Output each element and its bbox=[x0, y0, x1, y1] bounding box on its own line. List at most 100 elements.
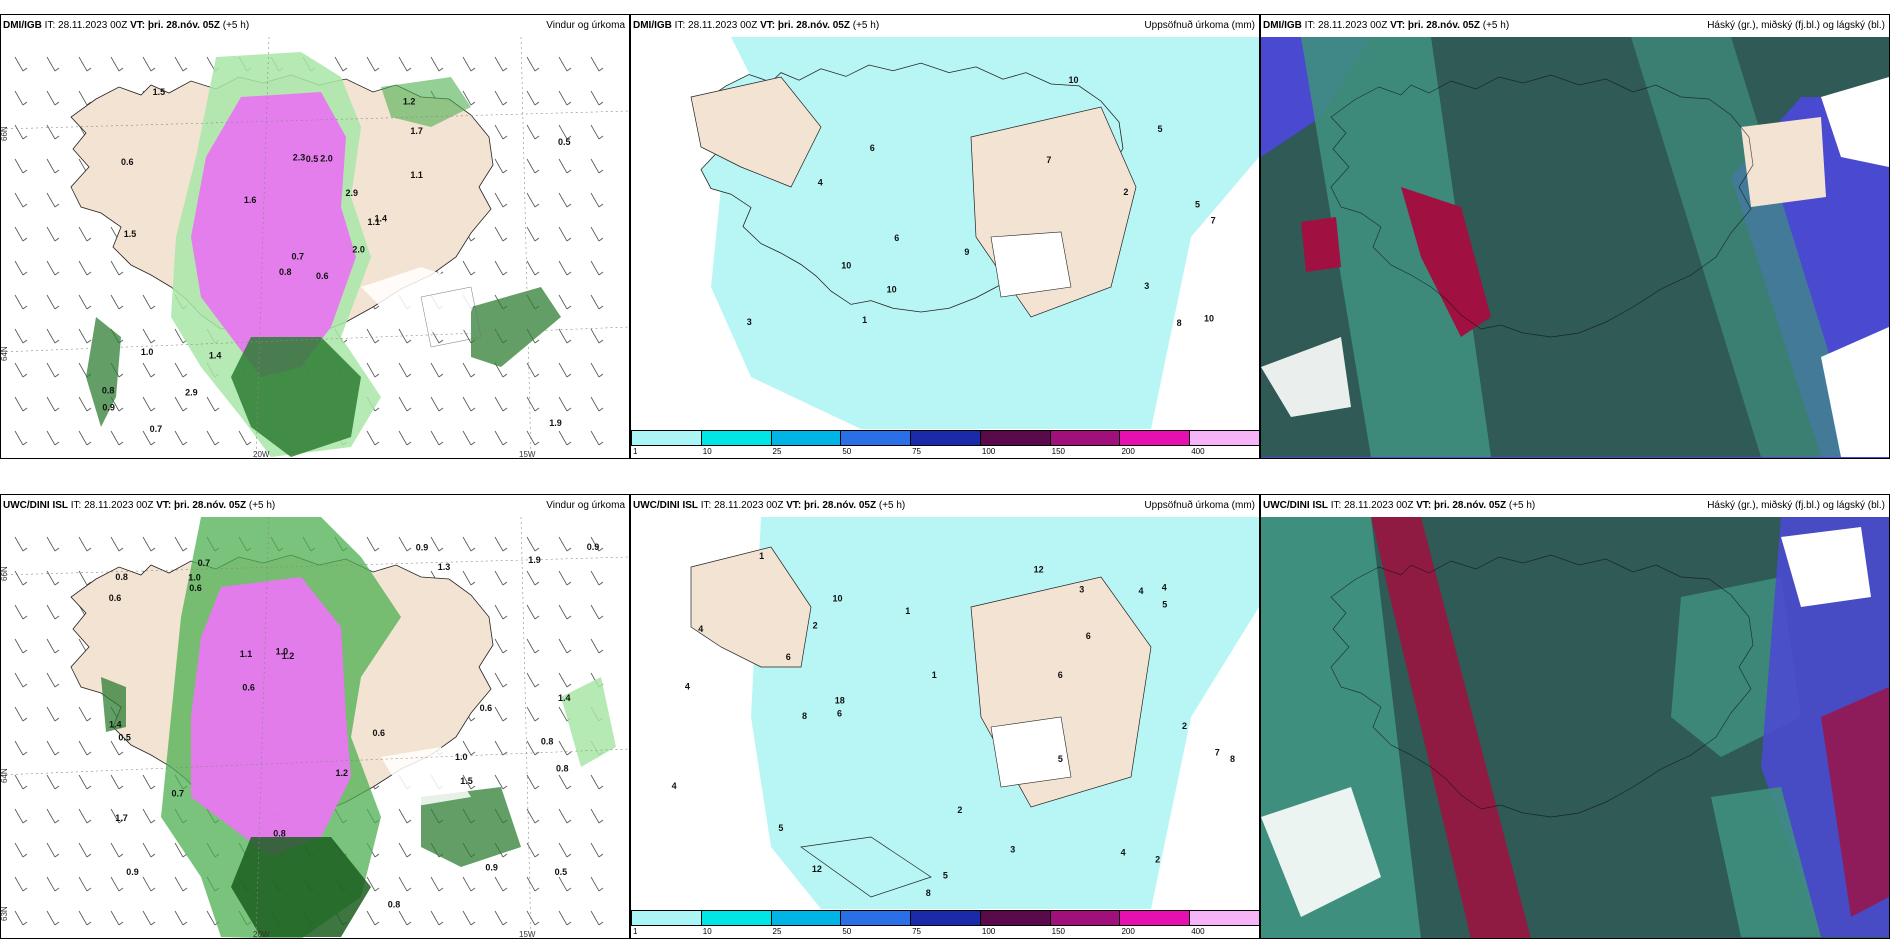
wind-barb bbox=[366, 430, 380, 446]
map-area[interactable]: 0.6 0.6 0.7 0.8 1.1 1.4 1.2 2.0 1.7 2.0 1.5 1.9 1.5 0… bbox=[1, 37, 629, 458]
panel-title: Vindur og úrkoma bbox=[546, 500, 625, 511]
wind-barb bbox=[590, 570, 604, 586]
panel-dmi-wind-precip: DMI/IGB IT: 28.11.2023 00Z VT: þri. 28.n… bbox=[0, 14, 630, 459]
wind-barb bbox=[430, 396, 444, 412]
wind-barb bbox=[430, 362, 444, 378]
lat-label-64: 64N bbox=[1, 346, 9, 361]
wind-barb bbox=[398, 362, 412, 378]
value-label: 1.4 bbox=[209, 350, 222, 360]
colorbar-tick: 10 bbox=[702, 927, 712, 936]
value-label: 2 bbox=[957, 805, 962, 815]
colorbar-swatch bbox=[700, 910, 772, 926]
lat-label-66: 66N bbox=[1, 566, 9, 581]
map-area[interactable] bbox=[1261, 37, 1889, 458]
value-label: 0.6 bbox=[316, 271, 329, 281]
wind-barb bbox=[366, 876, 380, 892]
wind-barb bbox=[110, 56, 124, 72]
value-label: 0.8 bbox=[541, 737, 554, 747]
value-label: 0.5 bbox=[306, 154, 319, 164]
wind-barb bbox=[494, 706, 508, 722]
wind-barb bbox=[494, 910, 508, 926]
wind-barb bbox=[526, 158, 540, 174]
wind-barb bbox=[526, 260, 540, 276]
lead-time: (+5 h) bbox=[852, 20, 880, 31]
wind-barb bbox=[526, 706, 540, 722]
model-source: DMI/IGB bbox=[3, 20, 42, 31]
value-label: 1.9 bbox=[549, 418, 562, 428]
cloud-red-area bbox=[1401, 187, 1491, 337]
map-area[interactable]: 4 2 6 5 4 8 5 6 4 8 7 10 6 5 4 12 18 1 2 3 4 2 1 2 3 6 5 12 1 8 4 bbox=[631, 517, 1259, 909]
init-time: 28.11.2023 00Z bbox=[688, 20, 758, 31]
wind-barb bbox=[78, 706, 92, 722]
wind-barb bbox=[430, 430, 444, 446]
value-label: 4 bbox=[685, 682, 690, 692]
wind-barb bbox=[110, 910, 124, 926]
wind-barb bbox=[526, 638, 540, 654]
value-label: 1.5 bbox=[153, 87, 166, 97]
map-area[interactable]: 1.0 0.8 0.9 0.7 1.2 0.9 1.7 1.3 1.1 0.8 0.6 1.4 0.8 0… bbox=[1, 517, 629, 938]
panel-header: UWC/DINI ISL IT: 28.11.2023 00Z VT: þri.… bbox=[1, 495, 629, 517]
colorbar-tick: 50 bbox=[842, 447, 852, 456]
precip-dark-area bbox=[231, 337, 361, 457]
value-label: 0.6 bbox=[109, 593, 122, 603]
wind-barb bbox=[462, 740, 476, 756]
colorbar-tick: 1 bbox=[633, 447, 638, 456]
wind-barb bbox=[78, 90, 92, 106]
wind-barb bbox=[526, 430, 540, 446]
value-label: 18 bbox=[835, 695, 845, 705]
panel-title: Uppsöfnuð úrkoma (mm) bbox=[1144, 500, 1255, 511]
init-time: 28.11.2023 00Z bbox=[714, 500, 784, 511]
wind-barb bbox=[462, 362, 476, 378]
clear-sky-ne bbox=[1781, 527, 1871, 607]
cloud-red-area-w bbox=[1301, 217, 1341, 272]
wind-barb bbox=[14, 876, 28, 892]
wind-barb bbox=[558, 604, 572, 620]
wind-barb bbox=[14, 706, 28, 722]
wind-barb bbox=[46, 672, 60, 688]
wind-barb bbox=[590, 638, 604, 654]
map-area[interactable]: 6 5 7 7 6 10 10 10 8 5 4 3 2 1 3 9 10 bbox=[631, 37, 1259, 429]
panel-header: DMI/IGB IT: 28.11.2023 00Z VT: þri. 28.n… bbox=[1261, 15, 1889, 37]
wind-barb bbox=[558, 294, 572, 310]
colorbar-tick: 50 bbox=[842, 927, 852, 936]
valid-time: þri. 28.nóv. 05Z bbox=[804, 500, 877, 511]
wind-barb bbox=[110, 294, 124, 310]
value-label: 6 bbox=[837, 709, 842, 719]
wind-barb bbox=[590, 362, 604, 378]
colorbar-tick: 100 bbox=[981, 447, 996, 456]
wind-barb bbox=[14, 604, 28, 620]
wind-barb bbox=[366, 362, 380, 378]
value-label: 0.6 bbox=[121, 157, 134, 167]
value-label: 0.9 bbox=[126, 867, 139, 877]
model-source: DMI/IGB bbox=[633, 20, 672, 31]
value-label: 1.1 bbox=[240, 649, 253, 659]
wind-barb bbox=[78, 808, 92, 824]
wind-barb bbox=[78, 876, 92, 892]
wind-barb bbox=[46, 90, 60, 106]
wind-barb bbox=[174, 362, 188, 378]
wind-barb bbox=[494, 226, 508, 242]
wind-barb bbox=[78, 430, 92, 446]
wind-barb bbox=[142, 842, 156, 858]
panel-header: UWC/DINI ISL IT: 28.11.2023 00Z VT: þri.… bbox=[631, 495, 1259, 517]
wind-barb bbox=[46, 430, 60, 446]
map-area[interactable] bbox=[1261, 517, 1889, 938]
wind-barb bbox=[526, 910, 540, 926]
wind-barb bbox=[494, 56, 508, 72]
wind-barb bbox=[558, 192, 572, 208]
wind-barb bbox=[46, 192, 60, 208]
wind-barb bbox=[110, 430, 124, 446]
wind-barb bbox=[14, 328, 28, 344]
value-label: 0.7 bbox=[292, 251, 305, 261]
clear-sky-se bbox=[1821, 327, 1889, 457]
wind-barb bbox=[526, 192, 540, 208]
clear-sky-ne bbox=[1821, 77, 1889, 167]
panel-title: Uppsöfnuð úrkoma (mm) bbox=[1144, 20, 1255, 31]
init-time: 28.11.2023 00Z bbox=[58, 20, 128, 31]
lead-time: (+5 h) bbox=[1508, 500, 1536, 511]
precip-mid-area-ne bbox=[381, 77, 471, 127]
value-label: 0.5 bbox=[118, 732, 131, 742]
wind-barb bbox=[558, 328, 572, 344]
wind-barb bbox=[590, 604, 604, 620]
wind-barb bbox=[462, 260, 476, 276]
